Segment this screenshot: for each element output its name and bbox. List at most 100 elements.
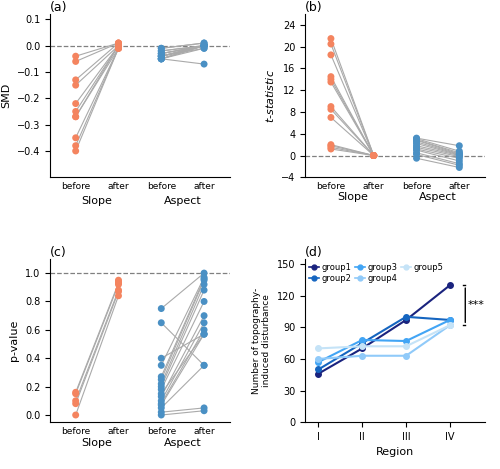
- Point: [158, 362, 166, 369]
- Point: [158, 383, 166, 390]
- group1: [316, 371, 322, 377]
- Point: [158, 55, 166, 62]
- Point: [200, 362, 208, 369]
- Point: [370, 152, 378, 159]
- Point: [200, 42, 208, 49]
- Point: [158, 53, 166, 60]
- Point: [370, 152, 378, 159]
- Point: [72, 53, 80, 60]
- Text: Aspect: Aspect: [164, 196, 202, 206]
- Point: [200, 330, 208, 338]
- Point: [412, 135, 420, 143]
- Point: [327, 141, 335, 148]
- group5: [359, 343, 365, 349]
- Y-axis label: $t$-statistic: $t$-statistic: [264, 68, 276, 123]
- Point: [72, 113, 80, 121]
- Point: [114, 39, 122, 47]
- Text: Slope: Slope: [82, 196, 112, 206]
- Point: [114, 42, 122, 49]
- Point: [158, 47, 166, 55]
- Line: group1: group1: [316, 282, 452, 377]
- group5: [403, 343, 409, 349]
- Point: [200, 330, 208, 338]
- Point: [412, 146, 420, 154]
- Point: [158, 305, 166, 312]
- Point: [456, 160, 464, 167]
- Y-axis label: p-value: p-value: [10, 320, 20, 361]
- Point: [114, 42, 122, 49]
- group3: [403, 338, 409, 344]
- Point: [200, 42, 208, 49]
- Point: [200, 42, 208, 49]
- Point: [412, 134, 420, 142]
- group4: [316, 356, 322, 362]
- Point: [72, 147, 80, 155]
- Point: [114, 292, 122, 300]
- Point: [72, 397, 80, 405]
- Point: [200, 42, 208, 49]
- Point: [200, 298, 208, 305]
- group5: [447, 322, 453, 328]
- Point: [158, 408, 166, 416]
- Point: [158, 55, 166, 62]
- Point: [114, 45, 122, 52]
- Point: [200, 312, 208, 319]
- Line: group2: group2: [316, 314, 452, 372]
- Point: [114, 280, 122, 288]
- Point: [158, 397, 166, 405]
- Point: [114, 278, 122, 285]
- Point: [158, 50, 166, 57]
- Point: [200, 407, 208, 415]
- Point: [327, 145, 335, 153]
- Line: group5: group5: [316, 323, 452, 351]
- group3: [447, 317, 453, 323]
- group1: [447, 282, 453, 288]
- Point: [200, 42, 208, 49]
- Point: [327, 76, 335, 83]
- Point: [158, 386, 166, 393]
- Point: [158, 45, 166, 52]
- Point: [200, 275, 208, 282]
- Point: [412, 136, 420, 144]
- Point: [114, 45, 122, 52]
- Point: [114, 42, 122, 49]
- Point: [200, 276, 208, 284]
- group2: [447, 317, 453, 323]
- Point: [370, 152, 378, 159]
- group3: [359, 337, 365, 343]
- Point: [200, 319, 208, 326]
- Point: [158, 47, 166, 55]
- Point: [200, 273, 208, 281]
- Point: [370, 152, 378, 159]
- Point: [158, 355, 166, 362]
- Point: [456, 150, 464, 158]
- Point: [158, 45, 166, 52]
- group2: [359, 340, 365, 346]
- Point: [200, 45, 208, 52]
- Point: [200, 287, 208, 294]
- Point: [370, 152, 378, 159]
- Point: [72, 100, 80, 107]
- Point: [456, 152, 464, 159]
- Point: [114, 42, 122, 49]
- Point: [72, 76, 80, 83]
- group5: [316, 346, 322, 351]
- Point: [200, 269, 208, 277]
- Point: [158, 373, 166, 380]
- Point: [200, 330, 208, 338]
- Point: [412, 142, 420, 150]
- group1: [403, 317, 409, 323]
- Point: [158, 53, 166, 60]
- Point: [158, 50, 166, 57]
- Point: [370, 152, 378, 159]
- Point: [456, 151, 464, 159]
- Point: [370, 152, 378, 159]
- Point: [200, 404, 208, 412]
- Point: [200, 42, 208, 49]
- Text: (c): (c): [50, 246, 67, 259]
- Point: [114, 45, 122, 52]
- Point: [158, 390, 166, 397]
- Point: [200, 326, 208, 333]
- Point: [327, 113, 335, 121]
- Point: [200, 280, 208, 288]
